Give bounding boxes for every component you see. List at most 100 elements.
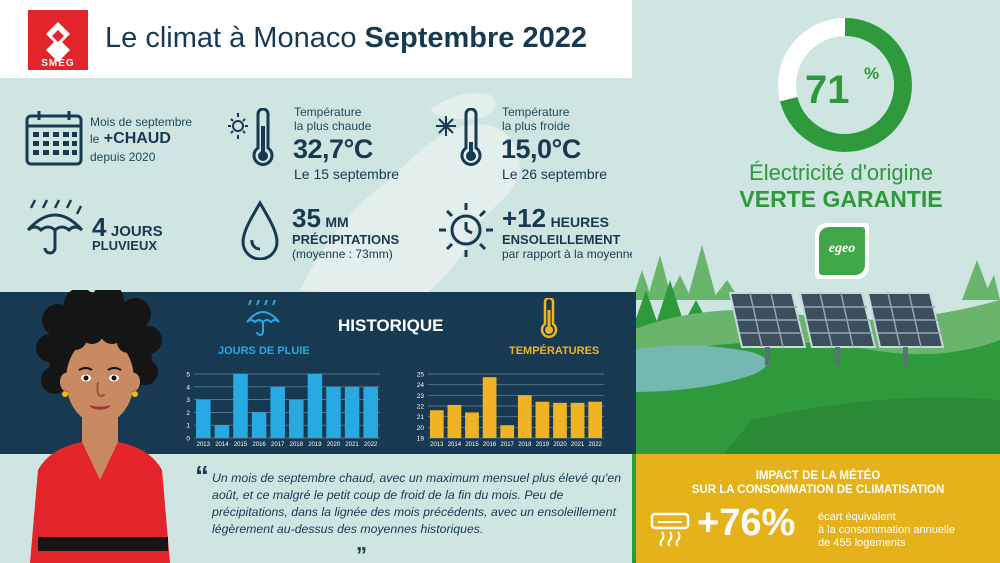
- x-tick-label: 2014: [215, 442, 229, 448]
- bar-2022: [363, 386, 378, 438]
- max-temp-label2: la plus chaude: [294, 119, 372, 133]
- smeg-logo: SMEG: [28, 10, 88, 70]
- hottest-month-prefix: le: [90, 132, 100, 146]
- quote-open-mark: “: [195, 460, 209, 491]
- temp-chart-label: TEMPÉRATURES: [509, 345, 600, 357]
- sun: +12 HEURES: [502, 203, 609, 234]
- bar-2020: [326, 386, 341, 438]
- calendar-icon: [25, 111, 83, 166]
- y-tick-label: 4: [186, 384, 190, 391]
- thermometer-cold-icon: [436, 108, 482, 166]
- x-tick-label: 2015: [465, 442, 479, 448]
- precip: 35 MM: [292, 203, 349, 234]
- precip-label: PRÉCIPITATIONS: [292, 232, 400, 247]
- y-tick-label: 24: [417, 382, 425, 389]
- y-tick-label: 25: [417, 372, 425, 379]
- green-percent: 71: [805, 68, 850, 112]
- impact-desc3: de 455 logements: [818, 537, 906, 549]
- rain-chart-label: JOURS DE PLUIE: [218, 345, 310, 357]
- bar-2015: [233, 374, 248, 438]
- x-tick-label: 2019: [308, 442, 322, 448]
- bar-2019: [535, 401, 550, 438]
- min-temp-label1: Température: [502, 105, 570, 119]
- sun-value: +12: [502, 203, 547, 233]
- impact-value: +76%: [697, 502, 796, 544]
- x-tick-label: 2013: [197, 442, 211, 448]
- x-tick-label: 2016: [483, 442, 497, 448]
- x-tick-label: 2020: [327, 442, 341, 448]
- logo-text: SMEG: [41, 58, 75, 69]
- solar-panels: [728, 292, 945, 365]
- y-tick-label: 5: [186, 372, 190, 379]
- quote-text: Un mois de septembre chaud, avec un maxi…: [212, 471, 622, 536]
- x-tick-label: 2013: [430, 442, 444, 448]
- green-line1: Électricité d'origine: [749, 160, 933, 185]
- rain-chart: 0 1 2 3 4 5 2013 2014 2015 2016 2017 2018 2019 2020 20…: [186, 372, 380, 448]
- rain-days-value: 4: [92, 212, 107, 242]
- green-line2: VERTE GARANTIE: [739, 186, 943, 212]
- y-tick-label: 23: [417, 393, 425, 400]
- solar-panel-3-icon: [866, 292, 945, 365]
- y-tick-label: 3: [186, 397, 190, 404]
- x-tick-label: 2018: [518, 442, 532, 448]
- rain-days: 4 JOURS: [92, 212, 163, 243]
- air-conditioner-icon: [650, 512, 690, 547]
- x-tick-label: 2021: [345, 442, 359, 448]
- sun-unit: HEURES: [550, 214, 609, 230]
- x-tick-label: 2017: [501, 442, 515, 448]
- precip-value: 35: [292, 203, 321, 233]
- historique-title: HISTORIQUE: [338, 316, 444, 335]
- temperature-chart: 19 2021 22 23 24 25 2013 2014 2015 2016 2017 2018 20…: [417, 372, 604, 448]
- x-tick-label: 2014: [448, 442, 462, 448]
- bar-2017: [270, 386, 285, 438]
- y-tick-label: 2: [186, 410, 190, 417]
- max-temp-value: 32,7°C: [293, 134, 373, 164]
- x-tick-label: 2020: [553, 442, 567, 448]
- sun-note: par rapport à la moyenne: [502, 247, 637, 261]
- impact-title1: IMPACT DE LA MÉTÉO: [755, 470, 881, 482]
- y-tick-label: 1: [186, 423, 190, 430]
- quote-box: [190, 454, 632, 563]
- rain-days-label: PLUVIEUX: [92, 238, 158, 253]
- hottest-month-line2: le +CHAUD: [90, 130, 171, 148]
- bar-2014: [214, 425, 230, 438]
- impact-title2: SUR LA CONSOMMATION DE CLIMATISATION: [691, 484, 945, 496]
- quote-close-mark: „: [356, 530, 367, 555]
- egeo-badge-inner: [819, 227, 865, 275]
- bar-2016: [482, 377, 497, 438]
- bar-2021: [570, 402, 585, 438]
- sun-label: ENSOLEILLEMENT: [502, 232, 621, 247]
- impact-desc1: écart équivalent: [818, 511, 896, 523]
- x-tick-label: 2022: [364, 442, 378, 448]
- bar-2019: [307, 374, 323, 438]
- bar-2017: [500, 425, 515, 438]
- umbrella-rain-icon: [26, 199, 84, 255]
- bar-2018: [517, 395, 532, 438]
- thermometer-hot-icon: [228, 108, 274, 166]
- y-tick-label: 19: [417, 436, 425, 443]
- title-prefix: Le climat à Monaco: [105, 22, 357, 54]
- water-drop-icon: [241, 200, 279, 260]
- bar-2021: [344, 386, 360, 438]
- bar-2015: [465, 412, 479, 438]
- solar-panel-2-icon: [798, 292, 877, 365]
- woman-illustration: [30, 290, 170, 563]
- green-percent-sign: %: [864, 64, 880, 83]
- x-tick-label: 2021: [571, 442, 585, 448]
- sun-clock-icon: [439, 203, 493, 257]
- smeg-logo-mark: [28, 10, 88, 62]
- bar-2013: [429, 410, 444, 438]
- title-highlight: Septembre 2022: [364, 22, 587, 54]
- rain-days-unit: JOURS: [110, 223, 163, 240]
- page-title: Le climat à Monaco Septembre 2022: [105, 22, 587, 55]
- bar-2013: [196, 399, 211, 438]
- impact-desc2: à la consommation annuelle: [818, 524, 955, 536]
- bar-2016: [251, 412, 267, 438]
- x-tick-label: 2015: [234, 442, 248, 448]
- x-tick-label: 2017: [271, 442, 285, 448]
- egeo-badge-text: egeo: [828, 241, 856, 256]
- y-tick-label: 22: [417, 404, 425, 411]
- max-temp-label1: Température: [294, 105, 362, 119]
- x-tick-label: 2019: [536, 442, 550, 448]
